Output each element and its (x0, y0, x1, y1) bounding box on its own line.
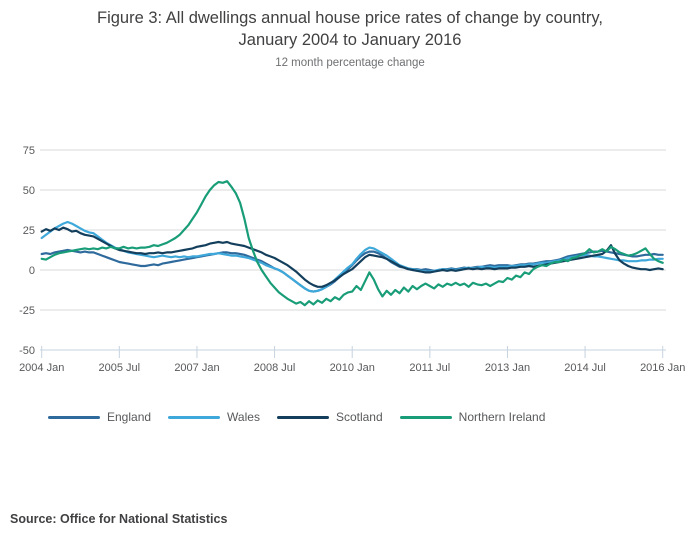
legend: England Wales Scotland Northern Ireland (48, 410, 545, 424)
chart-subtitle: 12 month percentage change (275, 57, 425, 69)
x-axis-label-2008-jul: 2008 Jul (254, 362, 296, 374)
legend-item-wales[interactable]: Wales (168, 410, 260, 424)
series-line-northern-ireland (40, 180, 664, 307)
x-axis-label-2016-jan: 2016 Jan (640, 362, 685, 374)
chart-title: Figure 3: All dwellings annual house pri… (50, 7, 650, 51)
x-axis-label-2004-jan: 2004 Jan (19, 362, 64, 374)
legend-item-england[interactable]: England (48, 410, 151, 424)
legend-item-northern-ireland[interactable]: Northern Ireland (399, 410, 546, 424)
chart-title-text: Figure 3: All dwellings annual house pri… (97, 9, 603, 49)
y-axis-label-25: 25 (23, 225, 35, 237)
x-axis-label-2007-jan: 2007 Jan (174, 362, 219, 374)
y-axis-label--25: -25 (19, 305, 35, 317)
legend-swatch-england (48, 415, 100, 419)
y-axis-label-50: 50 (23, 185, 35, 197)
legend-label-wales: Wales (227, 410, 260, 424)
legend-swatch-wales (168, 415, 221, 419)
price-change-line-chart: 75 50 25 0 -25 -50 2004 Jan 2005 Jul 2007 Jan 200… (19, 145, 685, 374)
source-note: Source: Office for National Statistics (10, 512, 228, 526)
x-axis-label-2011-jul: 2011 Jul (409, 362, 450, 374)
y-axis-label-0: 0 (29, 265, 35, 277)
legend-swatch-scotland (276, 415, 329, 419)
x-axis-label-2005-jul: 2005 Jul (99, 362, 141, 374)
legend-label-northern-ireland: Northern Ireland (458, 410, 546, 424)
x-axis-label-2014-jul: 2014 Jul (564, 362, 606, 374)
legend-swatch-northern-ireland (399, 415, 452, 419)
y-axis-label--50: -50 (19, 345, 35, 357)
y-axis-label-75: 75 (23, 145, 35, 157)
x-axis-label-2010-jan: 2010 Jan (330, 362, 375, 374)
legend-item-scotland[interactable]: Scotland (276, 410, 383, 424)
legend-label-scotland: Scotland (335, 410, 383, 424)
legend-label-england: England (107, 410, 152, 424)
series-line-wales (40, 220, 664, 293)
series-line-england (40, 248, 664, 293)
x-axis-label-2013-jan: 2013 Jan (485, 362, 530, 374)
